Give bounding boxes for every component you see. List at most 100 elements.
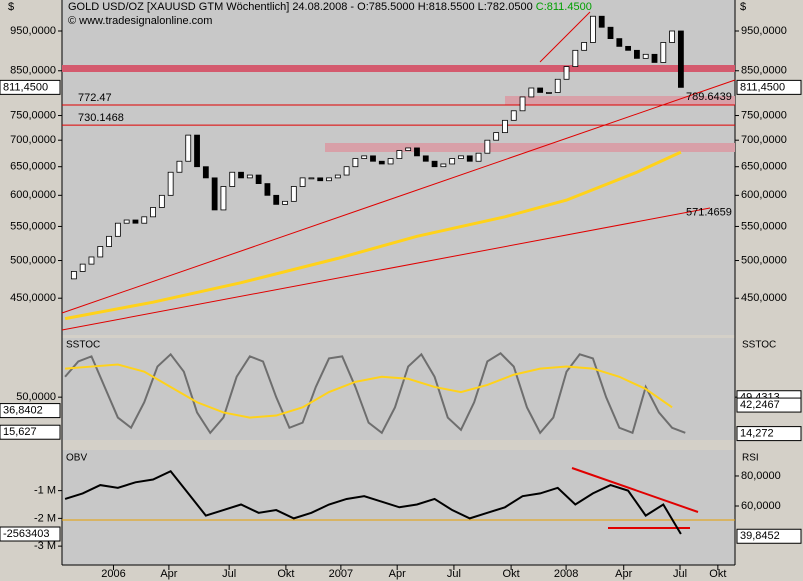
candle [361, 155, 368, 159]
candle [387, 158, 394, 165]
candle [70, 271, 77, 280]
x-tick-label: Apr [160, 568, 177, 580]
annotation-label: 789.6439 [686, 91, 732, 103]
candle [264, 183, 271, 196]
y-tick-label: 850,0000 [741, 65, 787, 77]
candle [114, 222, 121, 237]
candle [229, 171, 236, 187]
candle [484, 139, 491, 154]
value-marker [736, 426, 802, 442]
value-marker-label: 39,8452 [740, 530, 780, 542]
value-marker-label: 36,8402 [3, 404, 43, 416]
candle [616, 38, 623, 47]
value-marker [736, 79, 802, 95]
candle [519, 96, 526, 112]
y-tick-label: 60,0000 [741, 500, 781, 512]
candle [440, 163, 447, 168]
y-tick-label: 600,0000 [10, 189, 56, 201]
candle [132, 219, 139, 224]
x-tick-label: Jul [222, 568, 236, 580]
y-tick-label: -3 M [34, 540, 56, 552]
candle [273, 194, 280, 205]
trendline [539, 11, 591, 63]
y-tick-label: 750,0000 [741, 109, 787, 121]
candle [572, 49, 579, 67]
y-tick-label: 600,0000 [741, 189, 787, 201]
value-marker [736, 528, 802, 544]
value-marker-label: -2563403 [3, 528, 50, 540]
value-marker [0, 79, 61, 95]
candle [590, 15, 596, 43]
candle [493, 132, 500, 141]
x-tick-label: Okt [709, 568, 726, 580]
y-tick-label: -2 M [34, 512, 56, 524]
y-tick-label: 550,0000 [10, 220, 56, 232]
value-marker [0, 424, 61, 440]
candle [352, 158, 359, 168]
main-panel [62, 0, 735, 335]
y-tick-label: 700,0000 [10, 134, 56, 146]
zone-band [325, 143, 735, 152]
y-tick-label: 500,0000 [741, 254, 787, 266]
candle [282, 200, 288, 205]
x-tick-label: Jul [447, 568, 461, 580]
candle [466, 155, 473, 162]
trendline [61, 207, 711, 331]
trendline [571, 467, 699, 513]
candle [651, 53, 658, 63]
candle [343, 166, 350, 176]
candle [141, 216, 148, 224]
candle [88, 256, 95, 265]
level-label: 730.1468 [78, 112, 124, 124]
candle [677, 30, 684, 88]
level-label: 772.47 [78, 92, 112, 104]
candle [405, 147, 412, 151]
value-marker [736, 397, 802, 413]
candle [299, 177, 306, 187]
candle [176, 160, 183, 173]
zone-band [62, 65, 735, 72]
annotation-label: 571.4659 [686, 207, 732, 219]
candle [502, 119, 508, 134]
candle [211, 177, 218, 211]
indicator-line [64, 469, 682, 535]
value-marker-label: 15,627 [3, 426, 37, 438]
y-tick-label: 450,0000 [741, 292, 787, 304]
candle [255, 174, 262, 184]
candle [563, 66, 570, 80]
x-tick-label: Apr [389, 568, 406, 580]
candle [106, 235, 112, 247]
close-value: C:811.4500 [536, 1, 592, 13]
candle [370, 155, 376, 162]
value-marker-label: 14,272 [740, 428, 774, 440]
value-marker-label: 811,4500 [3, 81, 48, 93]
y-tick-label: 500,0000 [10, 254, 56, 266]
title: GOLD USD/OZ [XAUUSD GTM Wöchentlich] 24.… [68, 1, 592, 13]
moving-average [64, 150, 682, 321]
candle [317, 177, 324, 182]
candle [123, 219, 130, 224]
panel-title: RSI [742, 453, 759, 464]
candle [642, 53, 649, 59]
candle [326, 177, 332, 182]
candle [581, 42, 588, 51]
candle [414, 147, 420, 157]
candle [185, 134, 192, 162]
candle [607, 26, 614, 39]
x-tick-label: 2007 [329, 568, 353, 580]
indicator-line [65, 363, 673, 419]
candle [528, 87, 535, 98]
candle [378, 160, 385, 165]
panel-title: SSTOC [742, 340, 776, 351]
zone-band [505, 96, 735, 105]
y-tick-label: 650,0000 [741, 161, 787, 173]
x-tick-label: 2008 [554, 568, 578, 580]
trendline [61, 79, 736, 314]
y-tick-label: 550,0000 [741, 220, 787, 232]
candle [458, 155, 464, 159]
candle [431, 160, 438, 168]
value-marker-label: 42,2467 [740, 399, 780, 411]
candle [97, 246, 104, 258]
x-tick-label: Okt [503, 568, 520, 580]
value-marker [0, 526, 61, 542]
